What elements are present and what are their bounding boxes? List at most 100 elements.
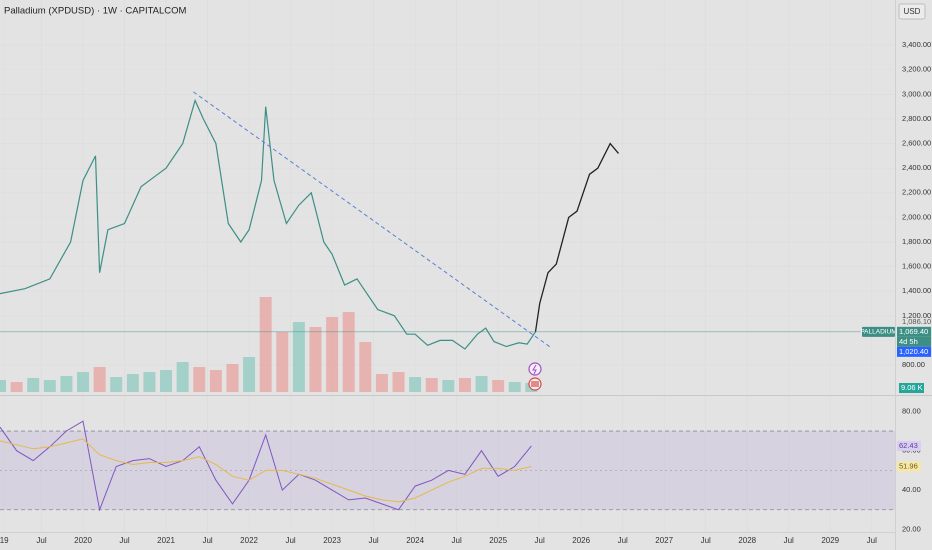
series-tag [862,326,895,337]
volume-bar [326,317,339,392]
volume-bar [508,382,521,392]
x-tick-label: 2029 [821,536,839,545]
y-tick-label: 1,600.00 [902,262,931,271]
rsi-tick-label: 40.00 [902,485,921,494]
x-tick-label: Jul [701,536,711,545]
volume-bar [126,374,139,392]
y-tick-label: 2,600.00 [902,139,931,148]
y-tick-label: 2,800.00 [902,114,931,123]
volume-bar [93,367,106,392]
x-tick-label: Jul [618,536,628,545]
volume-bar [160,370,173,392]
rsi-tick-label: 20.00 [902,524,921,533]
x-tick-label: 2028 [738,536,756,545]
rsi-last-box [897,461,921,472]
rsi-last-label: 62.43 [899,441,918,450]
volume-bar [425,378,438,392]
volume-bar [110,377,123,392]
volume-bar [392,372,405,392]
x-tick-label: Jul [285,536,295,545]
volume-bar [458,378,471,392]
currency-box[interactable] [898,3,926,20]
x-tick-label: Jul [36,536,46,545]
rsi-ma-line [0,438,532,503]
trend-line [193,91,553,349]
volume-bar [292,322,305,392]
y-tick-label: 2,000.00 [902,212,931,221]
x-tick-label: 19 [0,536,9,545]
volume-last-box [899,383,924,393]
projection-line [534,142,619,332]
volume-bar [0,380,6,392]
volume-bar [492,380,505,392]
x-tick-label: 2020 [74,536,92,545]
last-price-box [897,326,931,337]
rsi-last-label: 51.96 [899,462,918,471]
volume-bar [193,367,206,392]
x-tick-label: 2025 [489,536,507,545]
currency: USD [904,7,921,16]
volume-bar [10,382,23,392]
volume-bar [27,378,40,392]
x-tick-label: 2026 [572,536,590,545]
last-price-label: 1,069.40 [899,327,928,336]
volume-bar [475,376,488,392]
rsi-tick-label: 80.00 [902,406,921,415]
x-tick-label: Jul [867,536,877,545]
x-tick-label: 2022 [240,536,258,545]
y-tick-label: 1,400.00 [902,286,931,295]
low-price-box [897,346,931,357]
x-tick-label: Jul [784,536,794,545]
y-tick-label: 1,800.00 [902,237,931,246]
rsi-last-box [897,440,921,451]
event-icon-glyph [532,364,537,375]
y-tick-label: 1,200.00 [902,311,931,320]
volume-bar [209,370,222,392]
volume-last-label: 9.06 K [901,383,923,392]
volume-bar [359,342,372,392]
low-price-label: 1,020.40 [899,347,928,356]
event-icon[interactable] [528,362,542,376]
x-tick-label: Jul [202,536,212,545]
x-tick-label: Jul [535,536,545,545]
volume-bar [276,332,289,392]
x-tick-label: 2023 [323,536,341,545]
y-tick-label: 3,400.00 [902,40,931,49]
chart-title: Palladium (XPDUSD) · 1W · CAPITALCOM [4,6,187,17]
volume-bar [342,312,355,392]
volume-bar [259,297,272,392]
event-icons [528,362,542,391]
volume-bar [77,372,90,392]
x-tick-label: 2027 [655,536,673,545]
x-tick-label: 2024 [406,536,424,545]
y-tick-label: 2,400.00 [902,163,931,172]
x-tick-label: Jul [452,536,462,545]
x-tick-label: Jul [368,536,378,545]
series-name: PALLADIUM [860,329,896,336]
volume-bar [375,374,388,392]
volume-bar [226,364,239,392]
volume-bar [309,327,322,392]
y-tick-label: 800.00 [902,360,925,369]
y-tick-label: 3,200.00 [902,65,931,74]
volume-bar [409,377,422,392]
flag-glyph [531,381,539,387]
y-tick-label: 2,200.00 [902,188,931,197]
price-line [0,98,536,350]
volume-bar [43,380,56,392]
volume-bar [442,380,455,392]
volume-bar [176,362,189,392]
x-tick-label: Jul [119,536,129,545]
countdown: 4d 5h [899,337,918,346]
x-tick-label: 2021 [157,536,175,545]
volume-bar [60,376,73,392]
volume-bar [243,357,256,392]
high-price-label: 1,086.10 [902,317,931,326]
countdown-box [897,336,931,347]
volume-bar [143,372,156,392]
y-tick-label: 3,000.00 [902,89,931,98]
rsi-line [0,420,532,512]
